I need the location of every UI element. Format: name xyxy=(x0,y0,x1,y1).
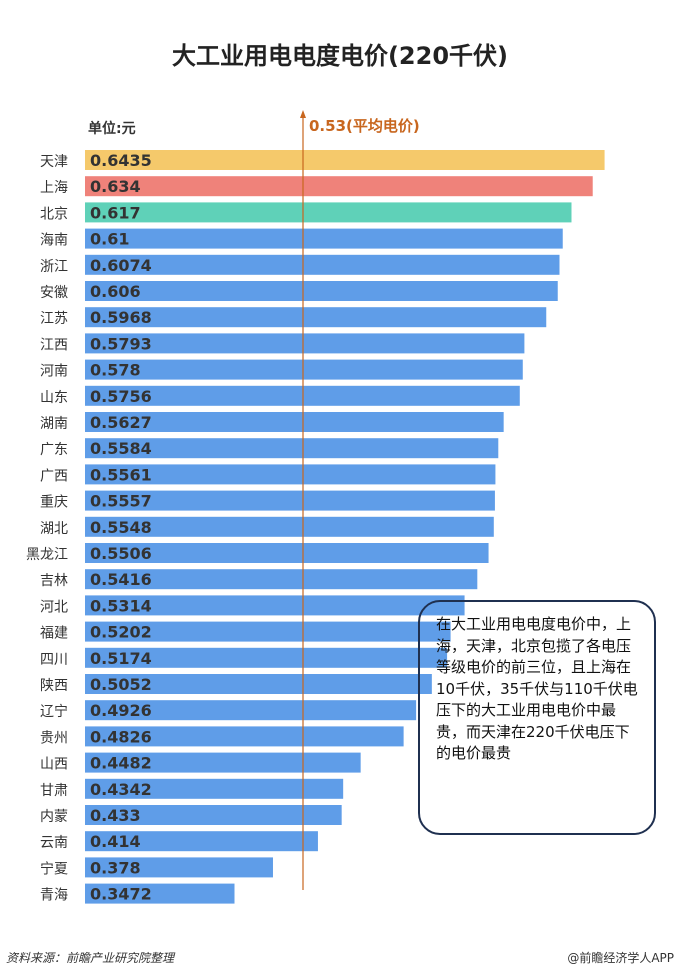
category-label: 浙江 xyxy=(40,259,68,275)
category-label: 北京 xyxy=(40,206,68,222)
source-note: 资料来源：前瞻产业研究院整理 xyxy=(6,951,175,965)
bar xyxy=(85,281,558,301)
value-label: 0.414 xyxy=(90,832,141,851)
bar xyxy=(85,516,494,537)
chart-title: 大工业用电电度电价(220千伏) xyxy=(171,42,509,70)
bar xyxy=(85,857,273,878)
value-label: 0.5584 xyxy=(90,439,152,458)
value-label: 0.378 xyxy=(90,858,141,877)
value-label: 0.4826 xyxy=(90,727,152,746)
value-label: 0.606 xyxy=(90,282,141,301)
value-label: 0.4926 xyxy=(90,701,152,720)
brand-credit: @前瞻经济学人APP xyxy=(567,951,674,965)
bar xyxy=(85,359,523,380)
value-label: 0.578 xyxy=(90,361,141,380)
bar xyxy=(85,202,572,223)
value-label: 0.5174 xyxy=(90,649,152,668)
bar xyxy=(85,621,451,642)
bar xyxy=(85,333,525,354)
unit-label: 单位:元 xyxy=(88,121,136,137)
value-label: 0.617 xyxy=(90,203,141,222)
value-label: 0.61 xyxy=(90,230,129,249)
value-label: 0.5548 xyxy=(90,518,152,537)
bar xyxy=(85,752,361,773)
arrow-up-icon xyxy=(300,110,306,118)
value-label: 0.5627 xyxy=(90,413,152,432)
category-label: 山西 xyxy=(40,757,68,773)
annotation-box: 在大工业用电电度电价中，上海，天津，北京包揽了各电压等级电价的前三位，且上海在1… xyxy=(418,600,656,835)
bar xyxy=(85,726,404,747)
category-label: 重庆 xyxy=(40,495,68,511)
bar xyxy=(85,412,504,432)
value-label: 0.5968 xyxy=(90,308,152,327)
bar xyxy=(85,647,448,668)
category-label: 吉林 xyxy=(40,573,68,589)
bar xyxy=(85,385,520,406)
category-label: 青海 xyxy=(40,888,68,904)
value-label: 0.5052 xyxy=(90,675,152,694)
category-label: 上海 xyxy=(40,180,68,196)
category-label: 河南 xyxy=(40,364,68,380)
value-label: 0.6435 xyxy=(90,151,152,170)
category-label: 宁夏 xyxy=(40,860,68,877)
bar xyxy=(85,543,489,563)
value-label: 0.5506 xyxy=(90,544,152,563)
bar xyxy=(85,254,560,275)
category-label: 贵州 xyxy=(40,730,68,746)
category-label: 云南 xyxy=(40,835,68,851)
value-label: 0.634 xyxy=(90,177,141,196)
bar xyxy=(85,883,235,904)
category-label: 山东 xyxy=(40,390,68,406)
bar xyxy=(85,438,499,459)
category-label: 四川 xyxy=(40,652,68,668)
category-label: 江苏 xyxy=(40,311,68,327)
bar xyxy=(85,150,605,170)
value-label: 0.5756 xyxy=(90,387,152,406)
category-label: 江西 xyxy=(40,337,68,353)
value-label: 0.5561 xyxy=(90,465,152,484)
category-label: 甘肃 xyxy=(40,783,68,799)
category-label: 湖北 xyxy=(40,521,68,537)
category-label: 海南 xyxy=(40,233,68,249)
category-label: 福建 xyxy=(40,626,68,642)
category-label: 陕西 xyxy=(40,678,68,694)
category-label: 黑龙江 xyxy=(26,547,68,563)
bar xyxy=(85,831,318,852)
category-label: 辽宁 xyxy=(40,703,68,720)
bar xyxy=(85,490,495,511)
value-label: 0.3472 xyxy=(90,885,152,904)
bar xyxy=(85,228,563,249)
value-label: 0.4482 xyxy=(90,754,152,773)
value-label: 0.5557 xyxy=(90,492,152,511)
average-line-label: 0.53(平均电价) xyxy=(309,117,420,135)
bar xyxy=(85,464,496,485)
value-label: 0.5314 xyxy=(90,596,152,615)
bar xyxy=(85,674,432,694)
bar xyxy=(85,805,342,825)
value-label: 0.5202 xyxy=(90,623,152,642)
value-label: 0.433 xyxy=(90,806,141,825)
bar xyxy=(85,307,547,328)
bar xyxy=(85,569,478,590)
value-label: 0.6074 xyxy=(90,256,152,275)
category-label: 安徽 xyxy=(40,285,68,301)
category-label: 广东 xyxy=(40,442,68,458)
bar xyxy=(85,176,593,197)
bar xyxy=(85,595,465,616)
value-label: 0.5793 xyxy=(90,334,152,353)
category-label: 内蒙 xyxy=(40,809,68,825)
category-label: 天津 xyxy=(40,154,68,170)
category-label: 河北 xyxy=(40,599,68,615)
bar xyxy=(85,700,417,721)
value-label: 0.4342 xyxy=(90,780,152,799)
category-label: 广西 xyxy=(40,468,68,484)
bar xyxy=(85,778,344,799)
value-label: 0.5416 xyxy=(90,570,152,589)
category-label: 湖南 xyxy=(40,416,68,432)
bar-chart: 0.6435 天津 0.634 上海 0.617 北京 0.61 海南 0.6074 浙江 0.60… xyxy=(26,110,605,904)
